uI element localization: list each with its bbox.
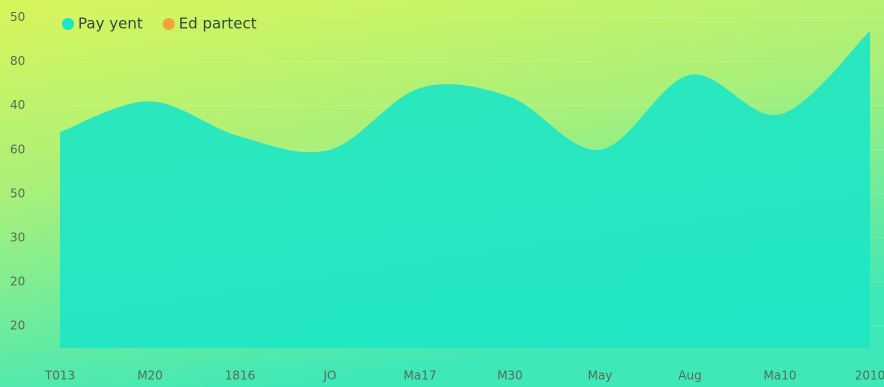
- y-tick-label: 60: [10, 142, 25, 156]
- y-tick-label: 40: [10, 98, 25, 112]
- x-tick-label: Ma17: [404, 369, 437, 383]
- x-tick-label: M20: [137, 369, 163, 383]
- area: [60, 30, 870, 348]
- y-tick-label: 20: [10, 318, 25, 332]
- y-tick-label: 20: [10, 274, 25, 288]
- y-tick-label: 50: [10, 10, 25, 24]
- legend-label: Ed partect: [179, 15, 257, 33]
- x-tick-label: JO: [323, 369, 337, 383]
- x-tick-label: 2010: [855, 369, 884, 383]
- x-tick-label: May: [588, 369, 613, 383]
- y-tick-label: 80: [10, 54, 25, 68]
- legend-label: Pay yent: [78, 15, 143, 33]
- x-tick-label: Aug: [678, 369, 701, 383]
- x-tick-label: 1816: [225, 369, 256, 383]
- y-tick-label: 50: [10, 186, 25, 200]
- x-tick-label: T013: [44, 369, 75, 383]
- x-tick-label: M30: [497, 369, 523, 383]
- y-tick-label: 30: [10, 230, 25, 244]
- legend-marker: [62, 18, 74, 30]
- legend-marker: [162, 18, 175, 30]
- x-tick-label: Ma10: [764, 369, 797, 383]
